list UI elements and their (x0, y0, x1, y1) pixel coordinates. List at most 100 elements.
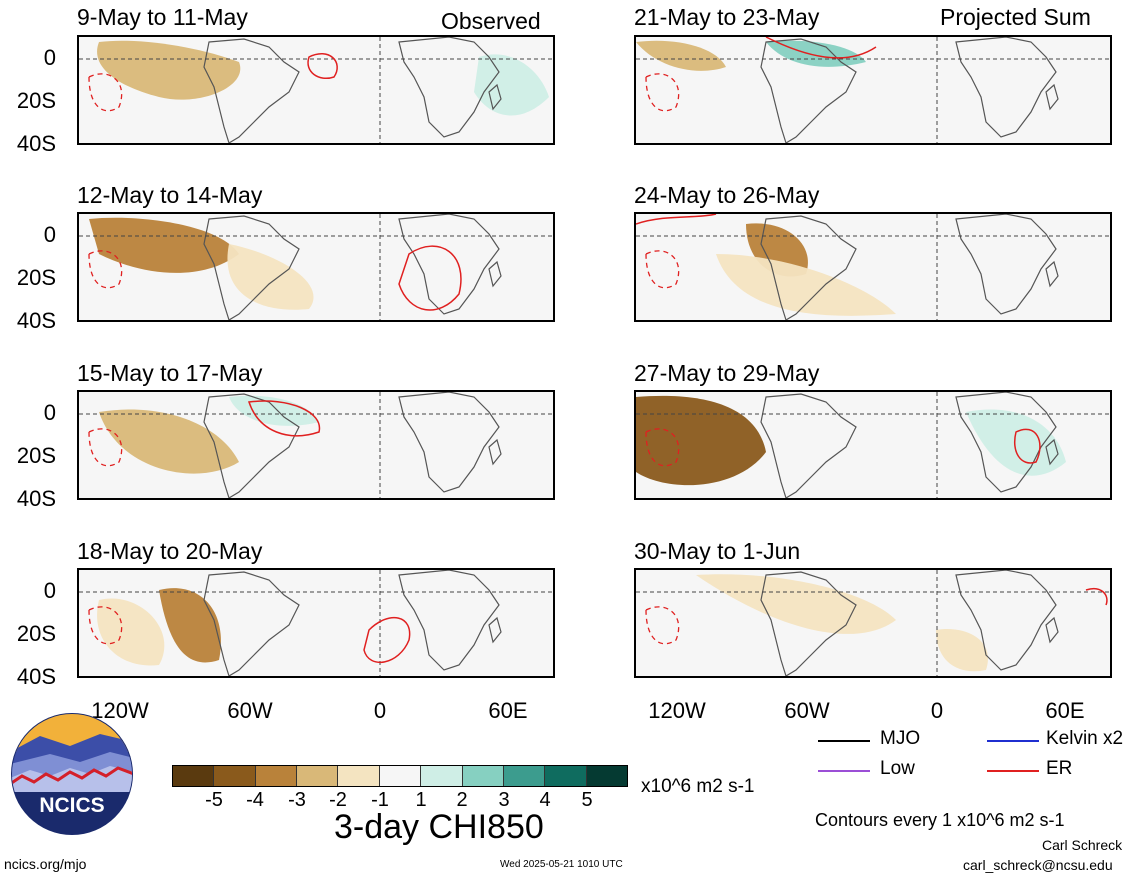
er-contour-dashed (645, 73, 680, 112)
map-panel-2 (634, 35, 1112, 145)
map-panel-6 (634, 390, 1112, 500)
map-graphic (636, 214, 1110, 320)
er-contour-dashed (88, 606, 123, 645)
africa-outline (398, 392, 500, 493)
africa-outline (955, 392, 1057, 493)
lat-label-20s: 20S (16, 621, 56, 646)
legend-line-er (987, 770, 1039, 772)
anomaly-shading (229, 395, 319, 426)
colorbar-swatch (214, 766, 256, 786)
lat-label-40s: 40S (16, 486, 56, 511)
lon-label-120w: 120W (91, 698, 149, 723)
panel-title-4: 24-May to 26-May (634, 182, 820, 208)
south-america-outline (203, 38, 300, 143)
anomaly-shading (89, 217, 239, 273)
er-contour (1085, 588, 1108, 606)
anomaly-shading (159, 588, 221, 663)
panel-title-2: 21-May to 23-May (634, 4, 820, 30)
lat-label-40s: 40S (16, 664, 56, 689)
colorbar-label: 2 (456, 789, 468, 811)
anomaly-shading (97, 598, 165, 666)
anomaly-shading (936, 629, 988, 672)
colorbar-label: 5 (581, 789, 593, 811)
colorbar-swatch (297, 766, 339, 786)
africa-outline (398, 570, 500, 671)
map-graphic (79, 214, 553, 320)
panel-title-5: 15-May to 17-May (77, 360, 263, 386)
lon-label-0: 0 (930, 698, 944, 723)
er-contour (363, 616, 411, 664)
map-panel-5 (77, 390, 555, 500)
panel-title-8: 30-May to 1-Jun (634, 538, 801, 564)
map-graphic (79, 37, 553, 143)
er-contour (307, 53, 338, 79)
anomaly-shading (966, 409, 1066, 476)
lon-label-120w: 120W (648, 698, 706, 723)
colorbar-swatch (255, 766, 298, 786)
south-america-outline (760, 571, 857, 676)
footer-url: ncics.org/mjo (4, 856, 87, 872)
madagascar-outline (488, 616, 502, 644)
map-panel-1 (77, 35, 555, 145)
madagascar-outline (488, 260, 502, 288)
anomaly-shading (474, 54, 549, 116)
footer-email: carl_schreck@ncsu.edu (963, 857, 1113, 873)
er-contour (398, 245, 462, 311)
anomaly-shading (636, 40, 726, 71)
map-panel-3 (77, 212, 555, 322)
er-contour-dashed (645, 428, 680, 467)
legend-label-kelvin: Kelvin x2 (1046, 728, 1124, 749)
panel-title-3: 12-May to 14-May (77, 182, 263, 208)
south-america-outline (203, 215, 300, 320)
colorbar-units: x10^6 m2 s-1 (641, 776, 755, 797)
madagascar-outline (1045, 83, 1059, 111)
colorbar-label: -5 (205, 789, 223, 811)
panel-title-1: 9-May to 11-May (77, 4, 248, 30)
colorbar-swatch (462, 766, 504, 786)
colorbar-label: -4 (246, 789, 264, 811)
colorbar-label: 4 (539, 789, 551, 811)
africa-outline (955, 37, 1057, 138)
map-panel-7 (77, 568, 555, 678)
colorbar-label: 3 (498, 789, 510, 811)
panel-title-6: 27-May to 29-May (634, 360, 820, 386)
legend-line-kelvin (987, 740, 1039, 742)
colorbar-swatch (586, 766, 627, 786)
lat-label-40s: 40S (16, 308, 56, 333)
er-contour (765, 37, 877, 59)
er-contour-dashed (645, 606, 680, 645)
legend-label-low: Low (880, 758, 915, 779)
er-contour-dashed (88, 250, 123, 289)
anomaly-shading (696, 574, 896, 634)
south-america-outline (203, 393, 300, 498)
madagascar-outline (1045, 616, 1059, 644)
lat-label-20s: 20S (16, 88, 56, 113)
er-contour-dashed (88, 73, 123, 112)
colorbar-label: 1 (415, 789, 427, 811)
lon-label-60w: 60W (784, 698, 830, 723)
lat-label-20s: 20S (16, 265, 56, 290)
africa-outline (398, 37, 500, 138)
colorbar-swatch (379, 766, 422, 786)
lon-label-0: 0 (373, 698, 387, 723)
er-contour (1014, 428, 1041, 464)
lon-label-60e: 60E (1045, 698, 1085, 723)
legend-label-er: ER (1046, 758, 1073, 779)
er-contour-dashed (88, 428, 123, 467)
lat-label-0: 0 (43, 578, 56, 603)
madagascar-outline (488, 83, 502, 111)
lat-label-40s: 40S (16, 131, 56, 156)
colorbar-label: -1 (371, 789, 389, 811)
logo-text: NCICS (39, 794, 105, 817)
contours-note: Contours every 1 x10^6 m2 s-1 (815, 810, 1065, 830)
colorbar-title: 3-day CHI850 (334, 808, 544, 846)
colorbar-label: -2 (329, 789, 347, 811)
colorbar-swatch (338, 766, 380, 786)
lon-label-60e: 60E (488, 698, 528, 723)
anomaly-shading (227, 244, 314, 310)
map-panel-4 (634, 212, 1112, 322)
anomaly-shading (99, 409, 239, 474)
projected-sum-label: Projected Sum (940, 4, 1091, 30)
lat-label-0: 0 (43, 222, 56, 247)
africa-outline (955, 570, 1057, 671)
